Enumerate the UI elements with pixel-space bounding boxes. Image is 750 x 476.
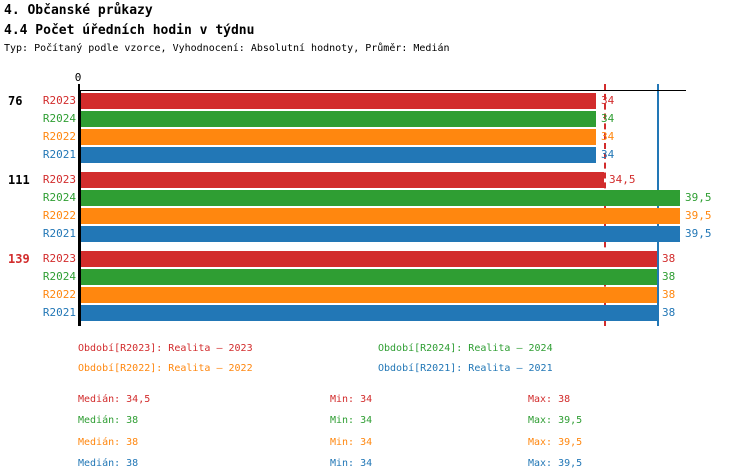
- x-axis-zero-label: 0: [74, 71, 82, 84]
- series-label-r2021: R2021: [42, 148, 76, 161]
- legend-item-r2021: Období[R2021]: Realita – 2021: [378, 363, 553, 374]
- group-label: 139: [8, 252, 30, 266]
- y-axis-line: [78, 90, 81, 326]
- legend-item-r2024: Období[R2024]: Realita – 2024: [378, 343, 553, 354]
- legend-item-r2023: Období[R2023]: Realita – 2023: [78, 343, 253, 354]
- bar-value-label: 38: [662, 306, 676, 319]
- series-label-r2022: R2022: [42, 130, 76, 143]
- stat-min-r2024: Min: 34: [330, 415, 373, 426]
- series-label-r2022: R2022: [42, 288, 76, 301]
- bar-r2024: [81, 190, 680, 206]
- stat-max-r2023: Max: 38: [528, 394, 571, 405]
- bar-r2022: [81, 208, 680, 224]
- bar-value-label: 34: [601, 94, 615, 107]
- series-label-r2024: R2024: [42, 112, 76, 125]
- bar-r2023: [81, 172, 604, 188]
- bar-value-label: 39,5: [685, 227, 712, 240]
- series-label-r2023: R2023: [42, 252, 76, 265]
- series-label-r2022: R2022: [42, 209, 76, 222]
- stat-median-r2023: Medián: 34,5: [78, 394, 151, 405]
- group-label: 111: [8, 173, 30, 187]
- series-label-r2024: R2024: [42, 270, 76, 283]
- bar-r2021: [81, 147, 596, 163]
- stat-median-r2021: Medián: 38: [78, 458, 139, 469]
- series-label-r2021: R2021: [42, 306, 76, 319]
- bar-value-label: 39,5: [685, 191, 712, 204]
- x-axis-zero-tick: [78, 84, 80, 97]
- bar-r2022: [81, 129, 596, 145]
- bar-value-label: 34: [601, 148, 615, 161]
- stat-max-r2021: Max: 39,5: [528, 458, 583, 469]
- bar-value-label: 38: [662, 270, 676, 283]
- bar-value-label: 38: [662, 288, 676, 301]
- stat-min-r2021: Min: 34: [330, 458, 373, 469]
- bar-value-label: 38: [662, 252, 676, 265]
- section-title: 4.4 Počet úředních hodin v týdnu: [4, 23, 255, 38]
- stat-min-r2022: Min: 34: [330, 437, 373, 448]
- bar-value-label: 34: [601, 112, 615, 125]
- report-meta: Typ: Počítaný podle vzorce, Vyhodnocení:…: [4, 43, 450, 54]
- bar-value-label: 34: [601, 130, 615, 143]
- bar-value-label: 34,5: [609, 173, 636, 186]
- stat-median-r2024: Medián: 38: [78, 415, 139, 426]
- series-label-r2024: R2024: [42, 191, 76, 204]
- bar-r2023: [81, 251, 657, 267]
- stat-max-r2022: Max: 39,5: [528, 437, 583, 448]
- legend-item-r2022: Období[R2022]: Realita – 2022: [78, 363, 253, 374]
- bar-r2024: [81, 111, 596, 127]
- bar-value-label: 39,5: [685, 209, 712, 222]
- bar-r2022: [81, 287, 657, 303]
- group-label: 76: [8, 94, 23, 108]
- x-axis-line: [78, 90, 686, 91]
- bar-r2021: [81, 226, 680, 242]
- stat-max-r2024: Max: 39,5: [528, 415, 583, 426]
- bar-r2021: [81, 305, 657, 321]
- report-title: 4. Občanské průkazy: [4, 3, 153, 18]
- stat-median-r2022: Medián: 38: [78, 437, 139, 448]
- series-label-r2023: R2023: [42, 94, 76, 107]
- series-label-r2023: R2023: [42, 173, 76, 186]
- series-label-r2021: R2021: [42, 227, 76, 240]
- bar-r2024: [81, 269, 657, 285]
- bar-r2023: [81, 93, 596, 109]
- stat-min-r2023: Min: 34: [330, 394, 373, 405]
